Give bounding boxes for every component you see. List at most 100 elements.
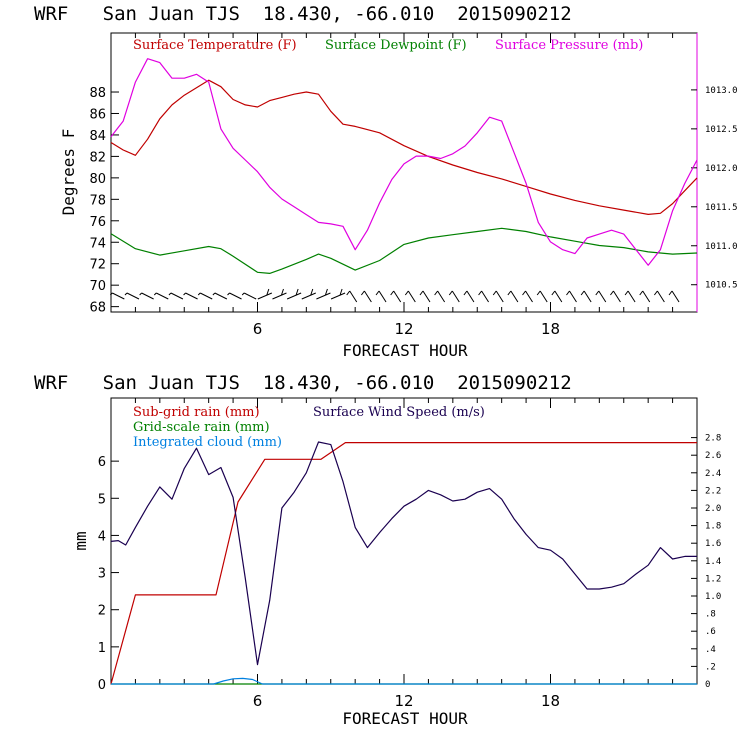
wind-barb (463, 290, 475, 303)
temperature-line (110, 79, 698, 215)
y2-tick-label: 1012.5 (705, 125, 738, 135)
wind-barb (257, 288, 273, 300)
y2-tick-label: .2 (705, 662, 716, 672)
wind-barb (624, 290, 636, 303)
panel-title: WRF San Juan TJS 18.430, -66.010 2015090… (34, 372, 572, 394)
wind-barb (241, 292, 257, 300)
right-axis: 1010.5 1011.0 1011.5 1012.0 1012.5 1013.0 (691, 86, 738, 291)
legend-wind-speed: Surface Wind Speed (m/s) (313, 405, 485, 420)
legend-temperature: Surface Temperature (F) (133, 38, 297, 53)
wind-barb (434, 290, 446, 303)
wind-barb (419, 290, 431, 303)
wind-barb (595, 290, 607, 303)
y2-tick-label: 0 (705, 680, 710, 690)
x-axis-label: FORECAST HOUR (342, 709, 468, 728)
y2-tick-label: 2.2 (705, 486, 721, 496)
x-axis-label: FORECAST HOUR (342, 341, 468, 360)
subgrid-rain-line (110, 442, 697, 685)
right-axis: 0 .2 .4 .6 .8 1.0 1.2 1.4 1.6 1.8 2.0 2.2 2.4 2.6 2.8 (691, 434, 721, 690)
y-tick-label: 1 (98, 641, 106, 656)
y-tick-label: 78 (89, 193, 106, 208)
panel-title: WRF San Juan TJS 18.430, -66.010 2015090… (34, 3, 572, 25)
y2-tick-label: 1.0 (705, 592, 721, 602)
wind-barb (153, 292, 169, 300)
pressure-line (110, 58, 698, 266)
y2-tick-label: 1010.5 (705, 281, 738, 291)
y2-tick-label: .8 (705, 610, 716, 620)
y-tick-label: 6 (98, 455, 106, 470)
y-tick-label: 86 (89, 107, 106, 122)
y-tick-label: 82 (89, 150, 106, 165)
y-tick-label: 84 (89, 129, 106, 144)
wind-barb (109, 292, 125, 300)
y2-tick-label: 1.4 (705, 557, 721, 567)
wind-barb (522, 290, 533, 303)
legend-pressure: Surface Pressure (mb) (495, 38, 643, 53)
dewpoint-line (110, 227, 698, 274)
precipitation-panel: WRF San Juan TJS 18.430, -66.010 2015090… (34, 372, 721, 728)
wind-barb (330, 288, 346, 300)
y2-tick-label: 1.6 (705, 539, 721, 549)
wind-barb (286, 288, 302, 300)
wind-barb (168, 292, 184, 300)
x-axis: 6 12 18 (134, 33, 674, 338)
wind-barb (360, 290, 372, 303)
y-tick-label: 0 (98, 678, 106, 693)
x-tick-label: 18 (541, 692, 560, 710)
x-axis: 6 12 18 (134, 398, 674, 710)
y2-tick-label: .4 (705, 645, 716, 655)
wind-speed-line (110, 441, 697, 666)
wind-barb (639, 290, 651, 303)
y2-tick-label: 1011.5 (705, 203, 738, 213)
wind-barbs (109, 288, 680, 303)
integrated-cloud-line (111, 677, 697, 685)
series-group (110, 441, 697, 685)
y-tick-label: 3 (98, 567, 106, 582)
wind-barb (183, 292, 198, 300)
wind-barb (316, 288, 331, 300)
wind-barb (346, 290, 358, 303)
wind-barb (404, 290, 416, 303)
legend-dewpoint: Surface Dewpoint (F) (325, 38, 467, 53)
y2-tick-label: 1.8 (705, 522, 721, 532)
wind-barb (536, 290, 548, 303)
x-tick-label: 12 (394, 692, 413, 710)
y-axis-label: mm (71, 531, 90, 550)
wind-barb (478, 290, 489, 303)
y-tick-label: 80 (89, 172, 106, 187)
y-tick-label: 88 (89, 86, 106, 101)
wind-barb (507, 290, 519, 303)
y-tick-label: 68 (89, 301, 106, 316)
y2-tick-label: 2.6 (705, 451, 721, 461)
y2-tick-label: .6 (705, 627, 716, 637)
wind-barb (227, 292, 242, 300)
wind-barb (566, 290, 577, 303)
left-axis: 68 70 72 74 76 78 80 82 84 86 88 (89, 86, 119, 316)
wind-barb (580, 290, 592, 303)
wind-barb (390, 290, 402, 303)
wind-barb (448, 290, 460, 303)
y2-tick-label: 2.8 (705, 434, 721, 444)
x-tick-label: 12 (394, 320, 413, 338)
y2-tick-label: 1013.0 (705, 86, 738, 96)
legend-subgrid-rain: Sub-grid rain (mm) (133, 405, 260, 420)
x-tick-label: 18 (541, 320, 560, 338)
x-tick-label: 6 (253, 320, 263, 338)
legend-integrated-cloud: Integrated cloud (mm) (133, 435, 282, 450)
y-tick-label: 5 (98, 492, 106, 507)
y-tick-label: 70 (89, 279, 106, 294)
x-tick-label: 6 (253, 692, 263, 710)
wind-barb (492, 290, 504, 303)
temperature-panel: WRF San Juan TJS 18.430, -66.010 2015090… (34, 3, 738, 360)
legend-gridscale-rain: Grid-scale rain (mm) (133, 420, 270, 435)
y2-tick-label: 2.0 (705, 504, 721, 514)
y-tick-label: 72 (89, 258, 106, 273)
wind-barb (124, 292, 140, 300)
y-tick-label: 76 (89, 215, 106, 230)
y2-tick-label: 2.4 (705, 469, 721, 479)
series-group (110, 58, 698, 274)
y2-tick-label: 1011.0 (705, 242, 738, 252)
wind-barb (551, 290, 563, 303)
wind-barb (375, 290, 387, 303)
